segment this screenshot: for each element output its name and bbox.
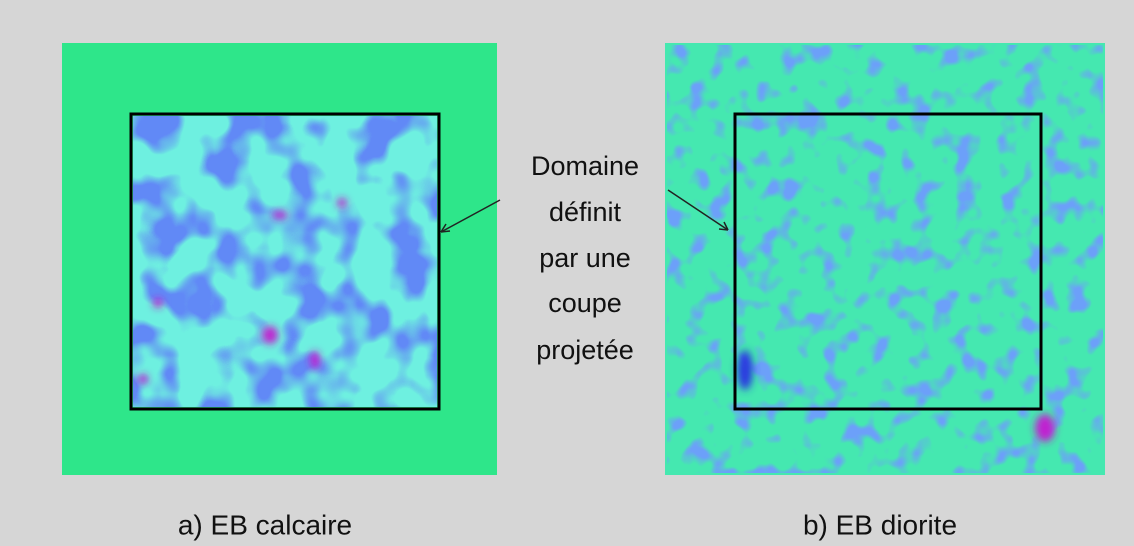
arrow — [440, 199, 501, 233]
caption: a) EB calcaire — [178, 509, 352, 540]
domain-box — [129, 112, 441, 411]
annotation-line: Domaine — [531, 151, 639, 181]
caption: b) EB diorite — [803, 509, 957, 540]
annotation-line: définit — [549, 197, 622, 227]
panel-b: b) EB diorite — [665, 43, 1105, 540]
annotation-line: par une — [539, 243, 631, 273]
arrow-head — [440, 223, 451, 233]
arrow-head — [718, 221, 729, 231]
peaks — [737, 350, 1055, 442]
heatmap-blotches — [133, 116, 437, 407]
domain-box — [733, 112, 1043, 411]
arrow — [667, 189, 729, 231]
heatmap-blotches — [667, 45, 1103, 473]
peaks — [138, 198, 347, 384]
panel-a: a) EB calcaire — [62, 43, 497, 540]
annotation-line: coupe — [548, 288, 622, 318]
annotation-line: projetée — [536, 335, 634, 365]
annotation: Domaine définit par une coupe projetée — [440, 151, 729, 365]
